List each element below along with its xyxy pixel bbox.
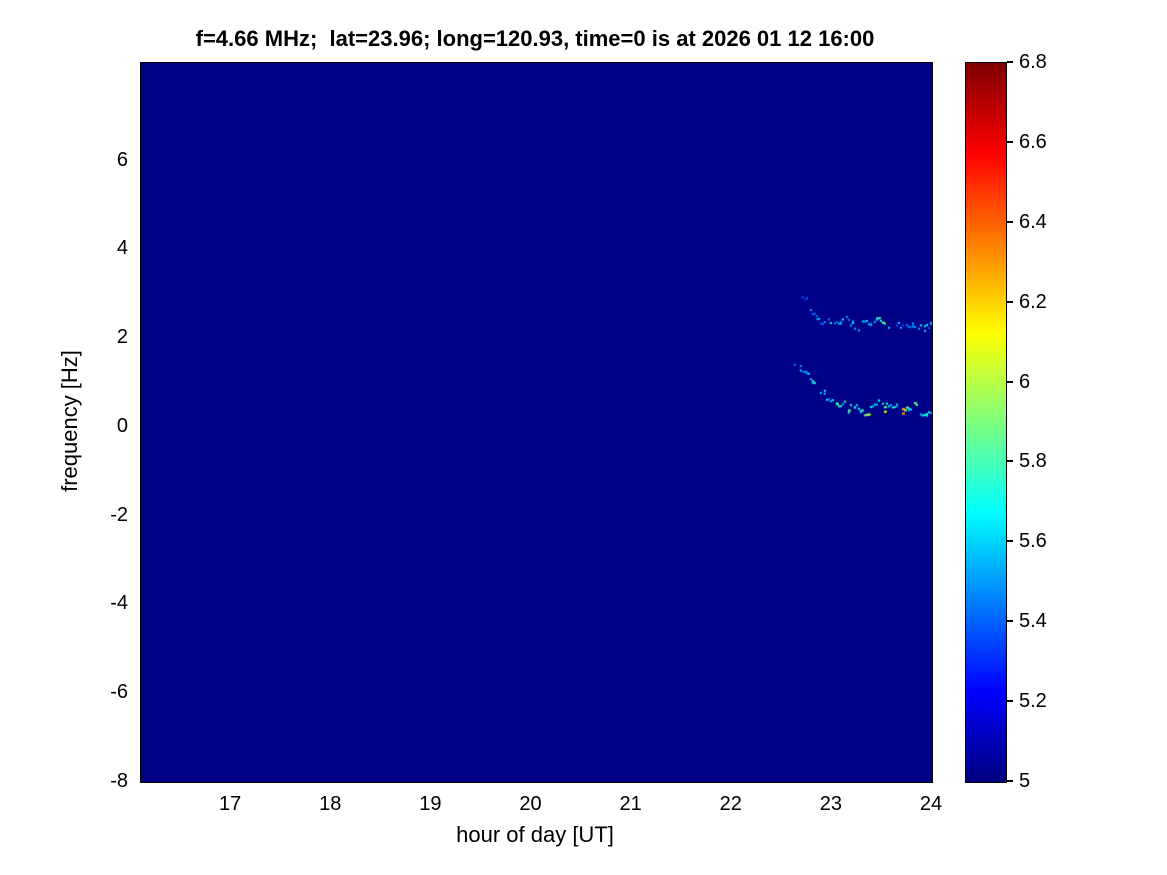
colorbar-canvas	[966, 63, 1006, 782]
y-tick-label: -2	[110, 503, 128, 526]
colorbar-tick-label: 6.8	[1019, 51, 1047, 73]
colorbar-tick-mark	[1007, 700, 1013, 703]
colorbar-tick-mark	[1007, 300, 1013, 303]
x-axis-label: hour of day [UT]	[456, 822, 614, 847]
heatmap-canvas	[141, 63, 932, 782]
colorbar-tick-label: 5.6	[1019, 530, 1047, 553]
y-tick-label: 0	[116, 414, 128, 437]
colorbar-tick-label: 6.6	[1019, 130, 1047, 153]
y-tick-label: -4	[110, 592, 128, 615]
y-tick-label: 2	[116, 326, 128, 349]
x-tick-label: 23	[819, 793, 842, 815]
chart-title: f=4.66 MHz; lat=23.96; long=120.93, time…	[195, 26, 875, 51]
colorbar-tick-label: 6.4	[1019, 210, 1047, 233]
x-tick-label: 22	[719, 793, 742, 815]
colorbar-tick-mark	[1007, 780, 1013, 782]
colorbar-tick-label: 5.8	[1019, 450, 1047, 473]
y-tick-label: -8	[110, 770, 128, 792]
x-tick-label: 24	[919, 793, 943, 815]
colorbar-tick-mark	[1007, 61, 1013, 63]
colorbar-tick-mark	[1007, 140, 1013, 143]
colorbar-tick-label: 5.4	[1019, 610, 1047, 633]
colorbar-tick-mark	[1007, 380, 1013, 383]
colorbar-tick-mark	[1007, 460, 1013, 463]
plot-area	[140, 62, 933, 783]
y-tick-label: 6	[116, 148, 128, 171]
colorbar-tick-label: 6.2	[1019, 290, 1047, 313]
colorbar	[965, 62, 1007, 783]
x-tick-label: 21	[619, 793, 642, 815]
x-tick-label: 18	[319, 793, 342, 815]
colorbar-tick-label: 5	[1019, 770, 1031, 792]
y-tick-label: -6	[110, 681, 128, 704]
colorbar-tick-mark	[1007, 540, 1013, 543]
colorbar-tick-label: 6	[1019, 370, 1031, 393]
x-tick-label: 17	[218, 793, 242, 815]
x-tick-label: 19	[419, 793, 442, 815]
y-tick-label: 4	[116, 237, 128, 260]
colorbar-tick-label: 5.2	[1019, 690, 1047, 713]
colorbar-tick-mark	[1007, 620, 1013, 623]
colorbar-tick-mark	[1007, 220, 1013, 223]
x-tick-label: 20	[519, 793, 542, 815]
